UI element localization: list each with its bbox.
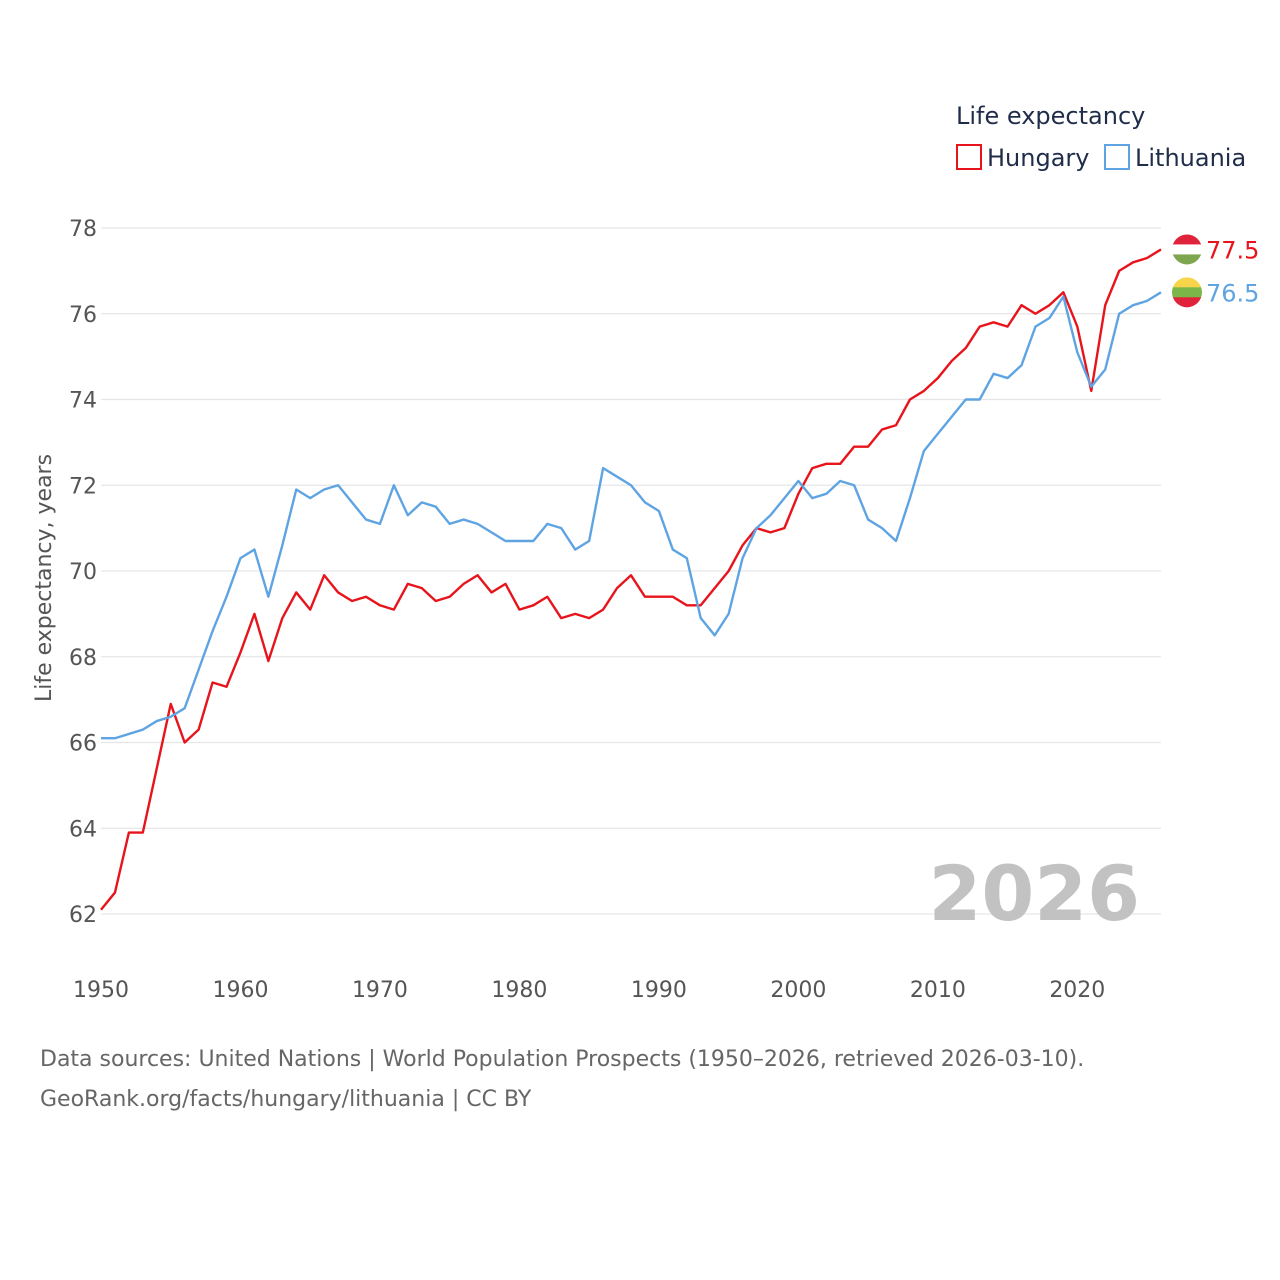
series-line-lithuania[interactable] <box>101 291 1162 740</box>
x-tick-label: 1970 <box>352 978 408 1003</box>
legend-title: Life expectancy <box>956 102 1145 130</box>
y-tick-label: 72 <box>69 474 97 499</box>
y-tick-label: 64 <box>69 817 97 842</box>
x-tick-label: 1960 <box>212 978 268 1003</box>
legend-label-lithuania[interactable]: Lithuania <box>1135 144 1246 172</box>
year-watermark: 2026 <box>928 849 1140 938</box>
footer: Data sources: United Nations | World Pop… <box>40 1040 1240 1120</box>
x-axis-ticks: 1950 1960 1970 1980 1990 2000 2010 2020 <box>73 978 1105 1003</box>
end-labels: 77.5 76.5 <box>1172 234 1259 308</box>
legend-swatch-hungary[interactable] <box>956 144 982 170</box>
y-tick-label: 68 <box>69 646 97 671</box>
x-tick-label: 1990 <box>631 978 687 1003</box>
y-tick-label: 70 <box>69 560 97 585</box>
series-lines <box>100 248 1162 911</box>
legend-label-hungary[interactable]: Hungary <box>987 144 1089 172</box>
y-tick-label: 66 <box>69 732 97 757</box>
hungary-flag-icon <box>1172 234 1202 265</box>
end-value-label-hungary: 77.5 <box>1206 236 1259 264</box>
legend-swatch-lithuania[interactable] <box>1104 144 1130 170</box>
x-tick-label: 2010 <box>910 978 966 1003</box>
x-tick-label: 2020 <box>1049 978 1105 1003</box>
y-tick-label: 76 <box>69 303 97 328</box>
y-tick-label: 62 <box>69 903 97 928</box>
end-value-label-lithuania: 76.5 <box>1206 279 1259 307</box>
series-line-hungary[interactable] <box>100 248 1162 911</box>
y-axis-label: Life expectancy, years <box>32 454 57 702</box>
x-tick-label: 1950 <box>73 978 129 1003</box>
legend: Life expectancy Hungary Lithuania <box>956 102 1246 172</box>
lithuania-flag-icon <box>1172 277 1202 308</box>
y-tick-label: 78 <box>69 217 97 242</box>
data-sources: Data sources: United Nations | World Pop… <box>40 1047 1085 1072</box>
x-tick-label: 1980 <box>491 978 547 1003</box>
line-chart: 62 64 66 68 70 72 74 76 78 1950 1960 1970 1980 1990 2… <box>32 102 1259 1003</box>
x-tick-label: 2000 <box>770 978 826 1003</box>
y-tick-label: 74 <box>69 389 97 414</box>
attribution-link[interactable]: GeoRank.org/facts/hungary/lithuania | CC… <box>40 1087 532 1112</box>
y-axis-ticks: 62 64 66 68 70 72 74 76 78 <box>69 217 97 928</box>
